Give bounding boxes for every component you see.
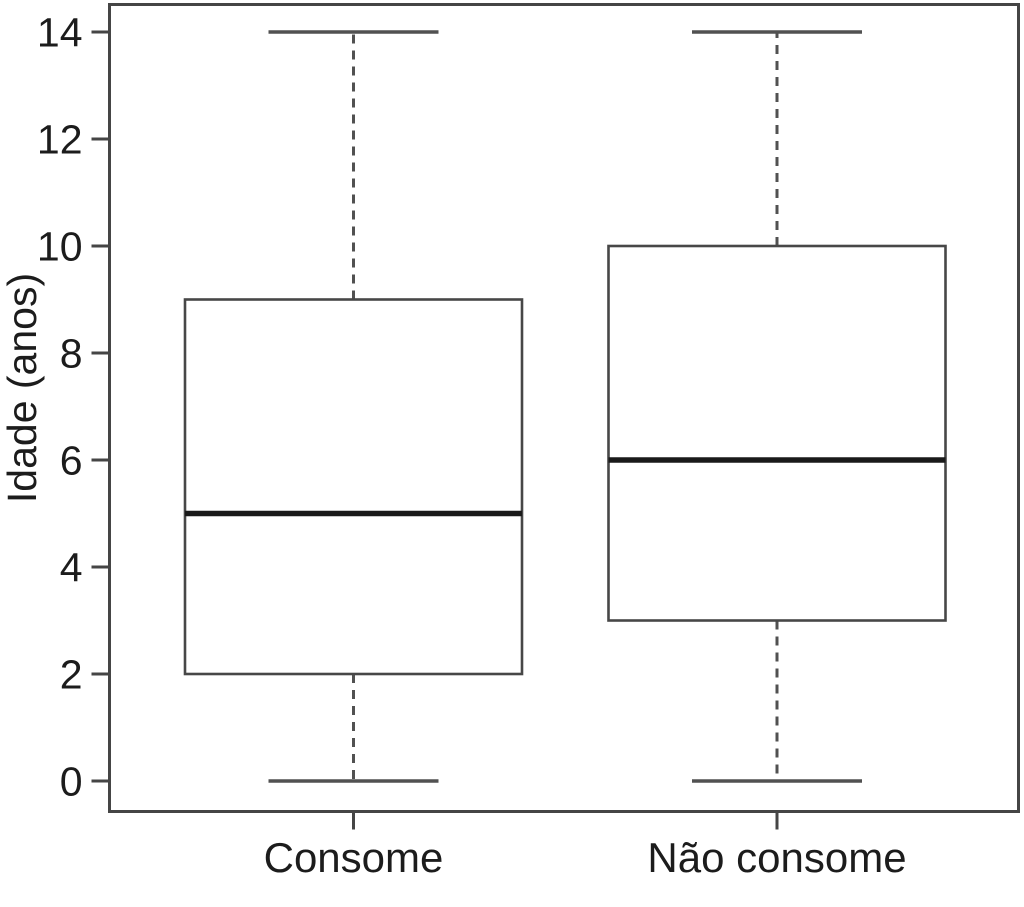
iqr-box: [183, 298, 524, 676]
box-group-1: Consome: [183, 30, 524, 881]
y-tick-label: 0: [60, 758, 83, 804]
y-tick-label: 2: [60, 651, 83, 697]
x-category-label: Consome: [264, 834, 444, 881]
iqr-box: [607, 244, 947, 622]
y-tick-label: 14: [37, 9, 83, 55]
plot-border: [108, 3, 1020, 813]
y-tick-label: 12: [37, 116, 83, 162]
y-tick-label: 6: [60, 437, 83, 483]
y-tick-label: 10: [37, 223, 83, 269]
box-group-2: Não consome: [607, 30, 947, 881]
y-tick-label: 8: [60, 330, 83, 376]
x-category-label: Não consome: [647, 834, 906, 881]
y-axis-title: Idade (anos): [0, 273, 45, 503]
y-tick-label: 4: [60, 544, 83, 590]
